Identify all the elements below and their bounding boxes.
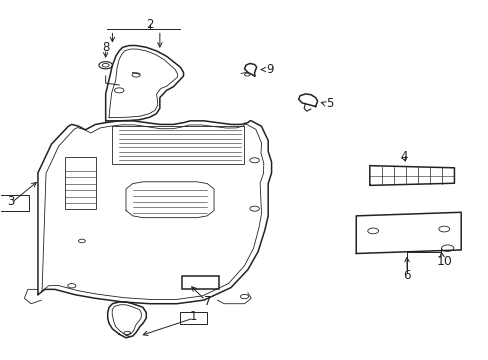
Bar <box>0 195 29 211</box>
Text: 10: 10 <box>435 255 451 268</box>
Text: 2: 2 <box>145 18 153 31</box>
Bar <box>65 157 95 209</box>
Text: 6: 6 <box>403 269 410 282</box>
Text: 3: 3 <box>7 195 15 208</box>
Bar <box>112 126 244 164</box>
Text: 4: 4 <box>399 150 407 163</box>
Text: 1: 1 <box>189 310 197 323</box>
Text: 9: 9 <box>265 63 273 76</box>
Text: 8: 8 <box>102 41 109 54</box>
Bar <box>182 276 219 289</box>
Text: 7: 7 <box>203 295 211 308</box>
Text: 5: 5 <box>325 98 332 111</box>
Bar <box>180 312 207 324</box>
